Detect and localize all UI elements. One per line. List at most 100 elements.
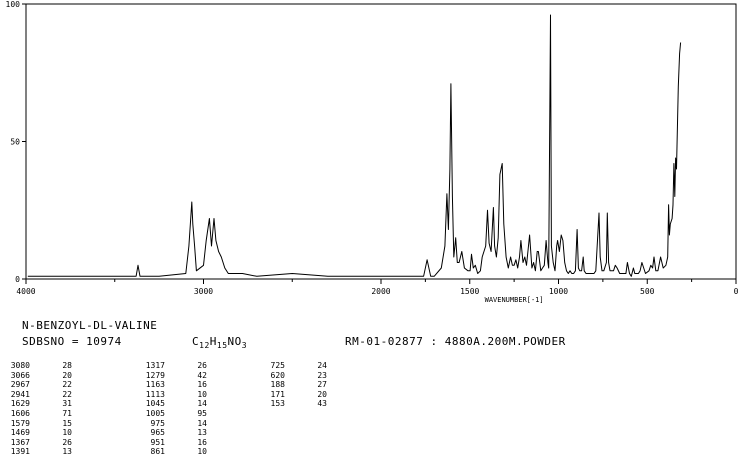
peak-intensity: 22 [62,380,72,390]
peak-row: 1279 42 [135,371,207,381]
peak-wavenumber: 951 [150,437,165,447]
peak-wavenumber: 725 [270,361,285,370]
ir-spectrum-chart: 4000 3000 2000 1500 1000 500 0 0 50 100 WAVENUMBE… [6,0,738,304]
peak-wavenumber: 1367 [10,437,30,447]
peak-intensity: 13 [197,428,207,438]
peak-row: 1606 71 [0,409,72,419]
peak-intensity: 24 [317,361,327,370]
peak-row: 861 10 [135,447,207,457]
peak-table-column-2: 1317 26 1279 42 1163 16 1113 10 1045 14 1005 95 975 1… [135,361,207,457]
peak-row: 188 27 [255,380,327,390]
peak-wavenumber: 620 [270,370,285,380]
peak-table-column-3: 725 24 620 23 188 27 171 20 153 43 [255,361,327,409]
peak-row: 725 24 [255,361,327,371]
peak-row: 1579 15 [0,419,72,429]
peak-row: 1005 95 [135,409,207,419]
peak-intensity: 95 [197,408,207,418]
peak-intensity: 42 [197,370,207,380]
y-tick-label: 50 [10,138,20,147]
peak-row: 3080 28 [0,361,72,371]
peak-wavenumber: 1005 [145,408,165,418]
peak-intensity: 22 [62,389,72,399]
peak-wavenumber: 1606 [10,408,30,418]
peak-row: 1391 13 [0,447,72,457]
x-tick-label: 1500 [460,287,479,296]
peak-row: 975 14 [135,419,207,429]
peak-wavenumber: 1113 [145,389,165,399]
axis-ticks [22,3,737,284]
series-layer [27,14,682,277]
peak-wavenumber: 975 [150,418,165,428]
axis-tick-labels: 4000 3000 2000 1500 1000 500 0 0 50 100 [6,0,738,296]
peak-intensity: 20 [62,370,72,380]
peak-intensity: 14 [197,418,207,428]
peak-row: 1317 26 [135,361,207,371]
peak-wavenumber: 3080 [10,361,30,370]
peak-wavenumber: 3066 [10,370,30,380]
peak-wavenumber: 1045 [145,399,165,409]
y-tick-label: 100 [6,0,21,9]
peak-intensity: 26 [197,361,207,370]
peak-intensity: 16 [197,380,207,390]
peak-intensity: 10 [62,428,72,438]
formula-no: NO [227,335,242,348]
plot-frame [25,3,737,280]
peak-wavenumber: 2967 [10,380,30,390]
formula-h-count: 15 [216,341,228,351]
compound-name: N-BENZOYL-DL-VALINE [22,319,158,332]
peak-wavenumber: 153 [270,399,285,409]
peak-wavenumber: 1391 [10,447,30,457]
peak-row: 1113 10 [135,390,207,400]
peak-wavenumber: 1163 [145,380,165,390]
peak-row: 3066 20 [0,371,72,381]
peak-intensity: 10 [197,389,207,399]
x-tick-label: 4000 [16,287,35,296]
peak-wavenumber: 1317 [145,361,165,370]
peak-wavenumber: 171 [270,389,285,399]
peak-row: 2967 22 [0,380,72,390]
peak-intensity: 14 [197,399,207,409]
peak-row: 153 43 [255,399,327,409]
formula-c-count: 12 [199,341,210,351]
peak-intensity: 15 [62,418,72,428]
formula-h: H [209,335,217,348]
peak-intensity: 20 [317,389,327,399]
peak-wavenumber: 188 [270,380,285,390]
peak-wavenumber: 1279 [145,370,165,380]
peak-intensity: 16 [197,437,207,447]
peak-wavenumber: 1629 [10,399,30,409]
peak-intensity: 43 [317,399,327,409]
peak-wavenumber: 2941 [10,389,30,399]
peak-intensity: 28 [62,361,72,370]
x-tick-label: 1000 [549,287,568,296]
spectrum-series-line [27,14,682,277]
x-tick-label: 2000 [371,287,390,296]
x-tick-label: 3000 [194,287,213,296]
peak-row: 965 13 [135,428,207,438]
peak-row: 1629 31 [0,399,72,409]
peak-row: 1367 26 [0,438,72,448]
peak-row: 2941 22 [0,390,72,400]
y-tick-label: 0 [15,275,20,284]
sdbs-number: SDBSNO = 10974 [22,335,122,348]
peak-row: 171 20 [255,390,327,400]
peak-row: 1163 16 [135,380,207,390]
peak-intensity: 26 [62,437,72,447]
peak-table-column-1: 3080 28 3066 20 2967 22 2941 22 1629 31 1606 71 1579… [0,361,72,457]
peak-wavenumber: 1469 [10,428,30,438]
peak-wavenumber: 861 [150,447,165,457]
peak-intensity: 27 [317,380,327,390]
measurement-info: RM-01-02877 : 4880A.200M.POWDER [345,335,566,348]
peak-intensity: 31 [62,399,72,409]
x-tick-label: 500 [640,287,655,296]
formula-o-count: 3 [241,341,248,351]
x-tick-label: 0 [734,287,738,296]
peak-row: 951 16 [135,438,207,448]
plot-border [25,3,737,280]
x-axis-label: WAVENUMBER[-1] [485,296,544,304]
peak-intensity: 23 [317,370,327,380]
peak-row: 1469 10 [0,428,72,438]
peak-intensity: 13 [62,447,72,457]
formula-c: C [192,335,200,348]
peak-intensity: 71 [62,408,72,418]
